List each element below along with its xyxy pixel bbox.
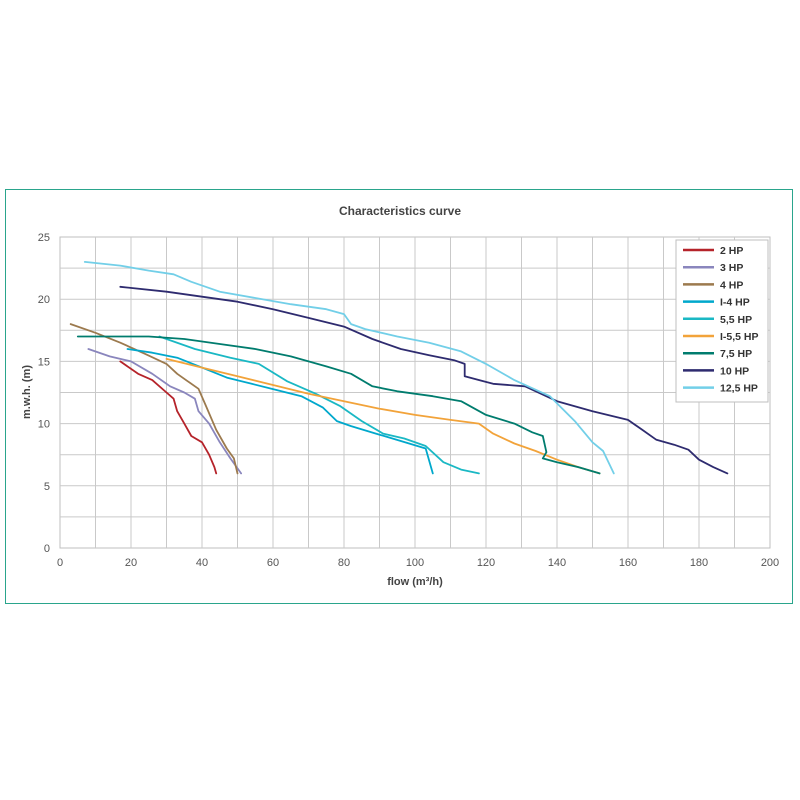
series-line-5-5-hp	[158, 335, 480, 475]
legend-label: 4 HP	[720, 279, 743, 291]
legend-label: 2 HP	[720, 245, 743, 257]
legend-label: 3 HP	[720, 262, 743, 274]
x-tick-label: 0	[57, 557, 63, 569]
y-tick-label: 5	[44, 481, 50, 493]
series-line-12-5-hp	[83, 261, 615, 475]
legend-label: 10 HP	[720, 365, 749, 377]
legend-label: 7,5 HP	[720, 348, 752, 360]
x-tick-label: 100	[406, 557, 424, 569]
y-tick-labels: 0 5 10 15 20 25	[38, 232, 50, 555]
x-tick-label: 160	[619, 557, 637, 569]
series-line-4-hp	[69, 323, 239, 475]
x-tick-label: 80	[338, 557, 350, 569]
y-tick-label: 10	[38, 419, 50, 431]
y-tick-label: 20	[38, 294, 50, 306]
x-tick-label: 20	[125, 557, 137, 569]
x-tick-label: 40	[196, 557, 208, 569]
series-line-7-5-hp	[76, 335, 601, 475]
x-tick-labels: 0 20 40 60 80 100 120 140 160 180 200	[57, 557, 779, 569]
x-tick-label: 120	[477, 557, 495, 569]
series-line-2-hp	[119, 360, 218, 475]
x-tick-label: 60	[267, 557, 279, 569]
x-axis-label: flow (m³/h)	[387, 576, 443, 588]
series-line-3-hp	[87, 348, 242, 475]
chart-title: Characteristics curve	[339, 204, 461, 218]
x-tick-label: 180	[690, 557, 708, 569]
x-tick-label: 200	[761, 557, 779, 569]
legend-label: I-4 HP	[720, 297, 750, 309]
legend: 2 HP 3 HP 4 HP I-4 HP 5,5 HP I-5,5 HP 7,5 HP 10…	[675, 239, 769, 403]
y-tick-label: 0	[44, 543, 50, 555]
x-tick-label: 140	[548, 557, 566, 569]
legend-label: 12,5 HP	[720, 383, 758, 395]
legend-label: I-5,5 HP	[720, 331, 759, 343]
y-axis-label: m.w.h. (m)	[21, 365, 33, 419]
series-line-i-5-5-hp	[165, 358, 601, 475]
series-line-10-hp	[119, 285, 729, 475]
series-lines	[69, 261, 729, 475]
series-line-i-4-hp	[126, 348, 434, 475]
legend-label: 5,5 HP	[720, 314, 752, 326]
y-tick-label: 25	[38, 232, 50, 244]
y-tick-label: 15	[38, 356, 50, 368]
